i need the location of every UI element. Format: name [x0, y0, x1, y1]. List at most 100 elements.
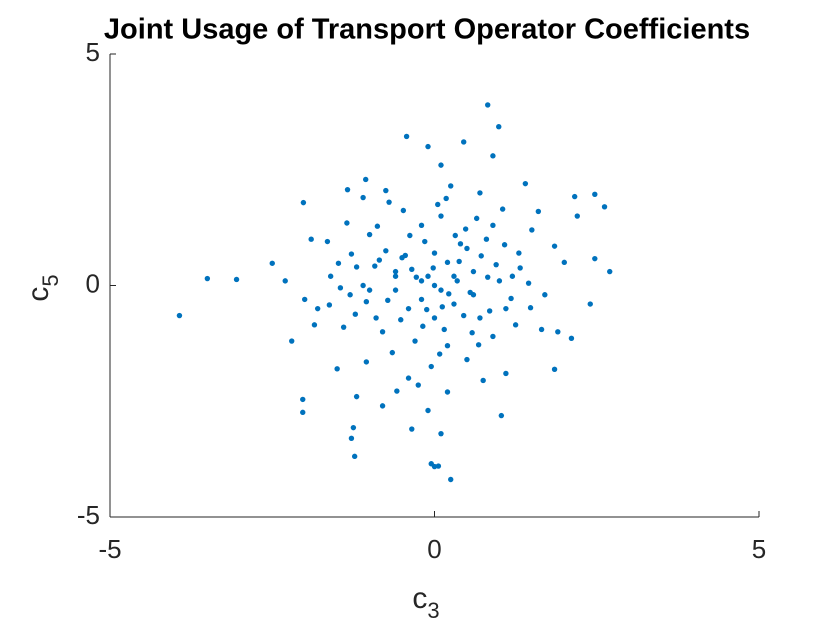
- point: [413, 274, 420, 280]
- point: [498, 412, 505, 419]
- point: [337, 285, 344, 291]
- point: [587, 301, 593, 307]
- point: [425, 273, 431, 279]
- x-label-base: c: [412, 582, 427, 615]
- point: [398, 317, 404, 323]
- point: [363, 299, 370, 305]
- y-tick-label: 0: [86, 268, 100, 298]
- point: [477, 315, 483, 321]
- point: [499, 206, 506, 212]
- point: [438, 430, 444, 437]
- point: [522, 180, 529, 187]
- point: [420, 323, 426, 329]
- point: [363, 359, 370, 365]
- point: [525, 280, 532, 286]
- point: [405, 375, 412, 381]
- points: [176, 102, 613, 483]
- point: [469, 330, 475, 336]
- point: [314, 305, 321, 312]
- y-tick-label: -5: [77, 500, 100, 530]
- point: [386, 199, 392, 205]
- point: [383, 248, 389, 254]
- point: [601, 204, 608, 210]
- point: [529, 227, 535, 233]
- point: [360, 282, 366, 289]
- point: [392, 287, 399, 293]
- point: [374, 223, 381, 229]
- point: [327, 273, 334, 279]
- x-label-sub: 3: [427, 598, 439, 623]
- point: [347, 292, 353, 298]
- point: [353, 393, 360, 400]
- point: [340, 324, 347, 330]
- point: [389, 349, 396, 356]
- point: [438, 162, 444, 168]
- point: [473, 215, 480, 222]
- point: [451, 273, 457, 279]
- point: [289, 338, 295, 344]
- point: [324, 238, 331, 245]
- point: [448, 476, 454, 483]
- point: [485, 102, 491, 108]
- point: [363, 176, 369, 183]
- point: [379, 403, 386, 409]
- point: [457, 241, 464, 247]
- point: [503, 370, 509, 377]
- point: [300, 396, 306, 403]
- point: [503, 305, 509, 312]
- point: [348, 251, 355, 257]
- point: [443, 195, 449, 202]
- point: [461, 139, 467, 145]
- point: [592, 191, 598, 197]
- point: [461, 312, 467, 319]
- x-tick-label: -5: [98, 534, 121, 564]
- y-label-base: c: [22, 287, 55, 302]
- point: [418, 222, 425, 229]
- point: [233, 276, 240, 283]
- point: [334, 366, 340, 372]
- point: [282, 278, 288, 284]
- point: [366, 231, 373, 238]
- point: [400, 207, 407, 214]
- point: [379, 329, 386, 335]
- point: [204, 275, 211, 282]
- point: [480, 377, 486, 384]
- y-tick-label: 5: [86, 37, 100, 67]
- point: [360, 194, 366, 201]
- point: [456, 258, 462, 265]
- point: [444, 259, 451, 266]
- point: [561, 259, 567, 266]
- point: [571, 193, 578, 200]
- x-tick-label: 5: [752, 534, 766, 564]
- point: [418, 296, 425, 303]
- point: [470, 292, 477, 298]
- point: [512, 322, 519, 328]
- point: [392, 268, 399, 275]
- point: [551, 243, 558, 249]
- point: [425, 407, 431, 414]
- point: [485, 274, 491, 280]
- point: [366, 287, 373, 293]
- point: [475, 342, 482, 348]
- point: [574, 213, 580, 219]
- point: [409, 266, 415, 272]
- point: [555, 329, 561, 335]
- point: [542, 292, 548, 298]
- point: [496, 123, 502, 130]
- point: [592, 255, 598, 262]
- point: [470, 268, 477, 275]
- point: [436, 351, 443, 357]
- point: [439, 304, 445, 310]
- point: [454, 278, 460, 284]
- point: [344, 186, 351, 193]
- point: [527, 305, 534, 311]
- x-tick-label: 0: [427, 534, 441, 564]
- point: [535, 208, 542, 215]
- point: [428, 363, 434, 370]
- point: [464, 356, 470, 363]
- y-axis-label: c5: [22, 274, 63, 301]
- point: [415, 382, 421, 388]
- point: [568, 335, 575, 341]
- point: [607, 268, 613, 275]
